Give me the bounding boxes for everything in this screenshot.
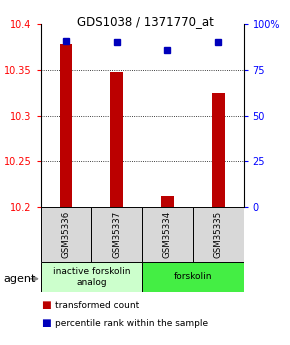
Bar [41,207,91,262]
Bar [41,262,142,292]
Text: GSM35337: GSM35337 [112,211,121,258]
Text: forskolin: forskolin [174,272,212,282]
Bar [161,196,174,207]
Text: GSM35334: GSM35334 [163,211,172,258]
Bar [142,262,244,292]
Bar [212,93,224,207]
Text: percentile rank within the sample: percentile rank within the sample [55,319,208,328]
Text: GDS1038 / 1371770_at: GDS1038 / 1371770_at [77,16,213,29]
Text: ■: ■ [41,318,50,328]
Text: transformed count: transformed count [55,301,139,310]
Bar [91,207,142,262]
Text: agent: agent [3,275,35,284]
Bar [142,207,193,262]
Bar [60,44,72,207]
Text: ■: ■ [41,300,50,310]
Text: inactive forskolin
analog: inactive forskolin analog [52,267,130,287]
Text: GSM35335: GSM35335 [214,211,223,258]
Bar [110,72,123,207]
Bar [193,207,244,262]
Text: GSM35336: GSM35336 [61,211,70,258]
